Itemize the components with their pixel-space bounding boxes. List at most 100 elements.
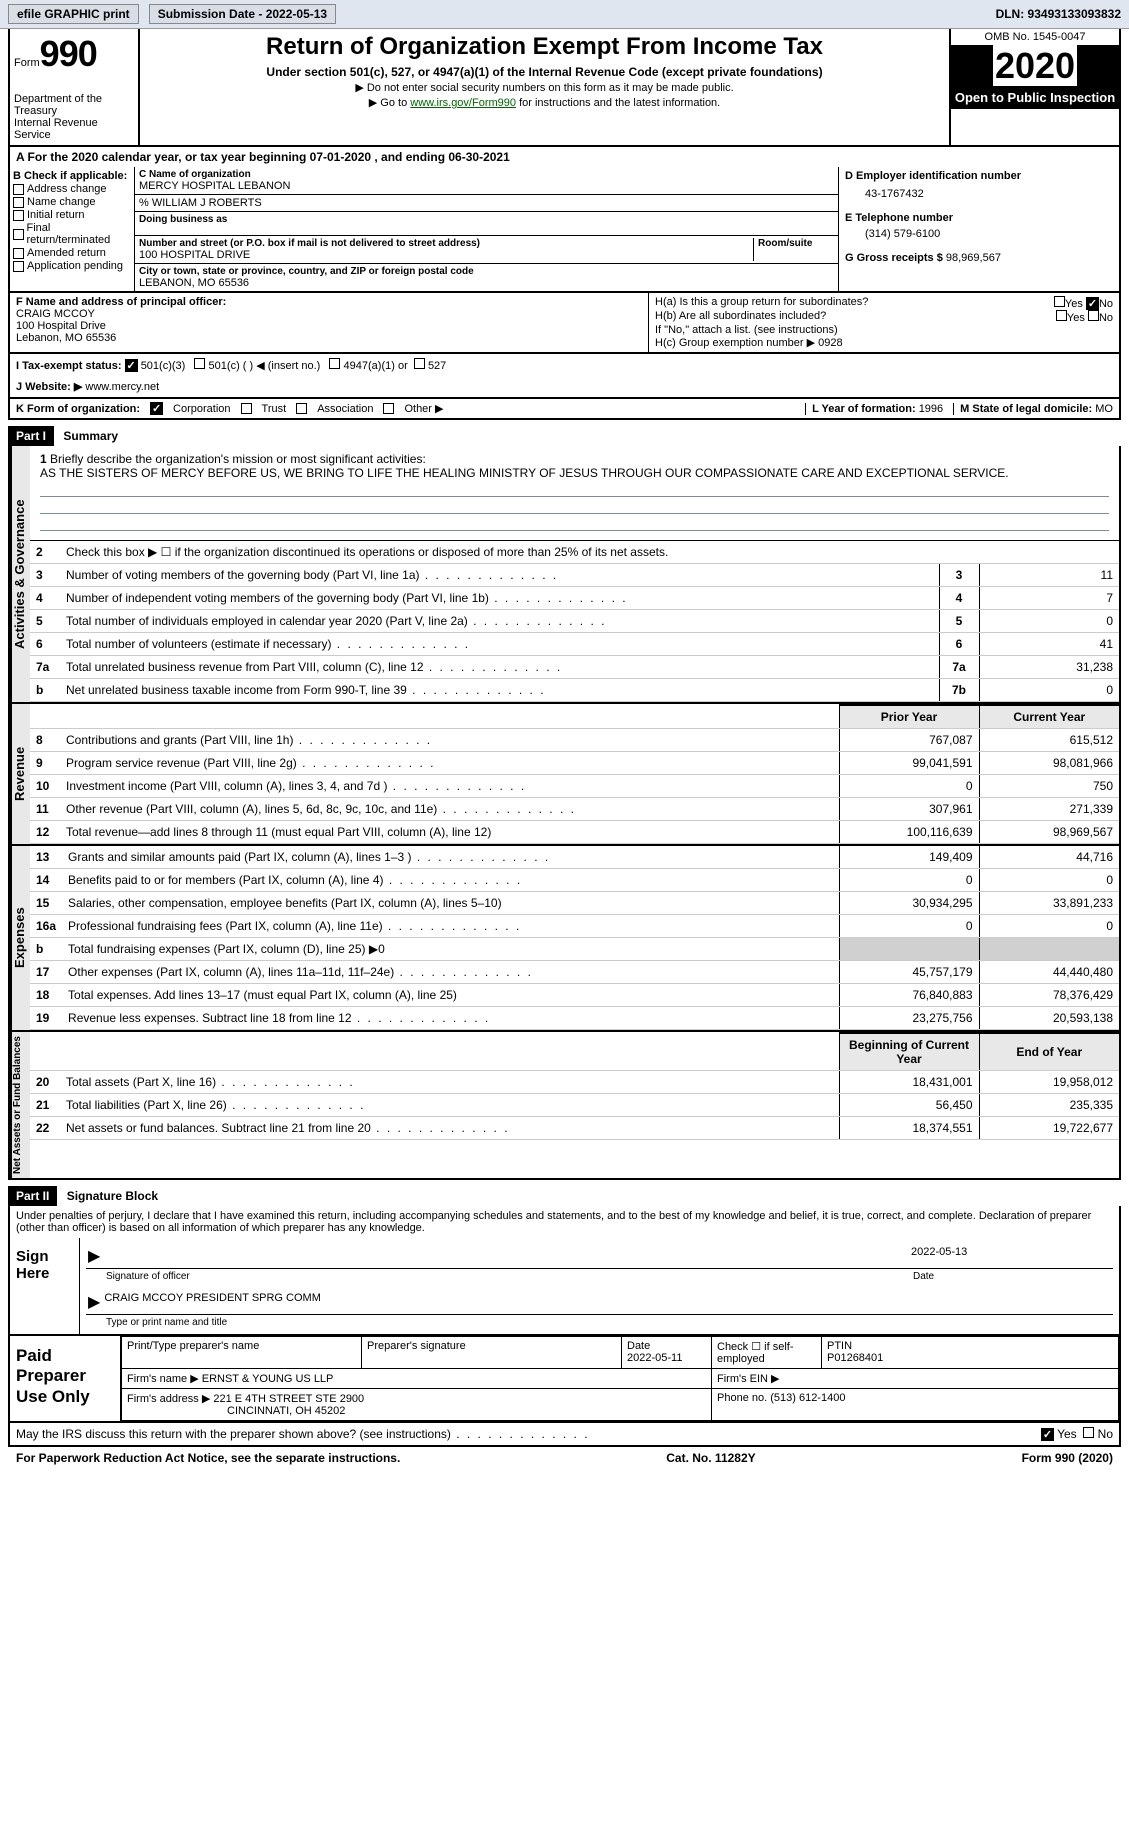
chk-final-return[interactable]: Final return/terminated — [13, 222, 131, 246]
rev-table: Prior YearCurrent Year 8Contributions an… — [30, 704, 1119, 844]
chk-trust[interactable] — [241, 403, 252, 414]
street-address: 100 HOSPITAL DRIVE — [139, 249, 749, 261]
form-body: Form990 Department of the Treasury Inter… — [0, 29, 1129, 1477]
chk-app-pending[interactable]: Application pending — [13, 260, 131, 272]
submission-date-button[interactable]: Submission Date - 2022-05-13 — [149, 4, 336, 24]
efile-print-button[interactable]: efile GRAPHIC print — [8, 4, 139, 24]
open-inspection: Open to Public Inspection — [951, 86, 1119, 109]
ha-yes-chk[interactable] — [1054, 296, 1065, 307]
other-label: Other ▶ — [404, 402, 443, 415]
table-row: 19Revenue less expenses. Subtract line 1… — [30, 1007, 1119, 1030]
dln-label: DLN: 93493133093832 — [996, 7, 1121, 21]
assoc-label: Association — [317, 403, 373, 415]
ha-label: H(a) Is this a group return for subordin… — [655, 296, 868, 310]
form-org-label: K Form of organization: — [16, 403, 140, 415]
penalty-text: Under penalties of perjury, I declare th… — [10, 1206, 1119, 1238]
chk-address-change[interactable]: Address change — [13, 183, 131, 195]
chk-amended[interactable]: Amended return — [13, 247, 131, 259]
hb-yes-chk[interactable] — [1056, 310, 1067, 321]
section-c: C Name of organization MERCY HOSPITAL LE… — [135, 167, 839, 291]
ein-label: D Employer identification number — [845, 170, 1113, 182]
section-bcd: B Check if applicable: Address change Na… — [8, 167, 1121, 293]
firm-addr1: 221 E 4TH STREET STE 2900 — [213, 1393, 364, 1405]
dba-label: Doing business as — [139, 214, 834, 225]
chk-initial-return[interactable]: Initial return — [13, 209, 131, 221]
chk-corp[interactable]: ✓ — [150, 402, 163, 415]
part-ii-title: Signature Block — [61, 1186, 164, 1206]
sig-officer-label: Signature of officer — [86, 1271, 913, 1282]
gross-value: 98,969,567 — [946, 252, 1001, 264]
chk-label: Amended return — [27, 247, 106, 259]
no-label: No — [1099, 312, 1113, 324]
section-i: I Tax-exempt status: ✓ 501(c)(3) 501(c) … — [8, 354, 1121, 376]
ha-no-chk[interactable]: ✓ — [1086, 297, 1099, 310]
firm-name: ERNST & YOUNG US LLP — [202, 1373, 334, 1385]
hb-no-chk[interactable] — [1088, 310, 1099, 321]
prep-check-label: Check ☐ if self-employed — [712, 1337, 822, 1369]
part-i-title: Summary — [57, 426, 124, 446]
chk-label: Application pending — [27, 260, 123, 272]
discuss-yes-chk[interactable]: ✓ — [1041, 1428, 1054, 1441]
chk-501c[interactable] — [194, 358, 205, 369]
net-section: Net Assets or Fund Balances Beginning of… — [10, 1030, 1119, 1178]
section-f: F Name and address of principal officer:… — [10, 293, 649, 352]
firm-ein-label: Firm's EIN ▶ — [712, 1369, 1119, 1389]
table-row: 13Grants and similar amounts paid (Part … — [30, 846, 1119, 869]
city-state-zip: LEBANON, MO 65536 — [139, 277, 834, 289]
firm-phone: (513) 612-1400 — [770, 1392, 845, 1404]
no-label: No — [1098, 1427, 1113, 1441]
discuss-line: May the IRS discuss this return with the… — [8, 1423, 1121, 1447]
firm-phone-label: Phone no. — [717, 1392, 767, 1404]
vert-net-assets: Net Assets or Fund Balances — [10, 1032, 30, 1178]
org-name-label: C Name of organization — [139, 169, 834, 180]
website-label: J Website: ▶ — [16, 381, 82, 393]
table-row: 11Other revenue (Part VIII, column (A), … — [30, 798, 1119, 821]
date-label: Date — [913, 1271, 1113, 1282]
officer-printed-name: CRAIG MCCOY PRESIDENT SPRG COMM — [104, 1292, 321, 1312]
ptin-label: PTIN — [827, 1340, 852, 1352]
vert-revenue: Revenue — [10, 704, 30, 844]
blank-line — [40, 517, 1109, 531]
prep-date: 2022-05-11 — [627, 1352, 682, 1364]
yes-label: Yes — [1065, 298, 1083, 310]
chk-label: Final return/terminated — [27, 222, 132, 246]
table-row: 6Total number of volunteers (estimate if… — [30, 633, 1119, 656]
discuss-no-chk[interactable] — [1083, 1427, 1094, 1438]
section-b: B Check if applicable: Address change Na… — [10, 167, 135, 291]
part-i-header-row: Part I Summary — [8, 420, 1121, 446]
hc-value: 0928 — [818, 337, 842, 349]
chk-501c3[interactable]: ✓ — [125, 359, 138, 372]
chk-4947[interactable] — [329, 358, 340, 369]
sig-date: 2022-05-13 — [911, 1246, 1111, 1266]
table-row: 2Check this box ▶ ☐ if the organization … — [30, 541, 1119, 564]
hb-label: H(b) Are all subordinates included? — [655, 310, 826, 324]
table-row: bTotal fundraising expenses (Part IX, co… — [30, 938, 1119, 961]
officer-addr2: Lebanon, MO 65536 — [16, 332, 642, 344]
dept-label: Department of the Treasury — [14, 93, 134, 117]
header-middle: Return of Organization Exempt From Incom… — [140, 29, 949, 145]
table-header: Prior YearCurrent Year — [30, 705, 1119, 729]
exp-table: 13Grants and similar amounts paid (Part … — [30, 846, 1119, 1030]
irs-link[interactable]: www.irs.gov/Form990 — [410, 97, 516, 109]
gov-section: Activities & Governance 1 Briefly descri… — [10, 446, 1119, 702]
table-row: 8Contributions and grants (Part VIII, li… — [30, 729, 1119, 752]
table-row: 16aProfessional fundraising fees (Part I… — [30, 915, 1119, 938]
table-row: 18Total expenses. Add lines 13–17 (must … — [30, 984, 1119, 1007]
ptin-value: P01268401 — [827, 1352, 883, 1364]
care-of: % WILLIAM J ROBERTS — [135, 195, 838, 212]
officer-name-line: ▶ CRAIG MCCOY PRESIDENT SPRG COMM — [86, 1290, 1113, 1315]
footer-left: For Paperwork Reduction Act Notice, see … — [16, 1451, 400, 1465]
firm-name-label: Firm's name ▶ — [127, 1373, 199, 1385]
chk-other[interactable] — [383, 403, 394, 414]
chk-name-change[interactable]: Name change — [13, 196, 131, 208]
tax-year-box: 2020 — [951, 46, 1119, 86]
officer-addr1: 100 Hospital Drive — [16, 320, 642, 332]
chk-assoc[interactable] — [296, 403, 307, 414]
officer-name: CRAIG MCCOY — [16, 308, 642, 320]
chk-527[interactable] — [414, 358, 425, 369]
table-row: 10Investment income (Part VIII, column (… — [30, 775, 1119, 798]
arrow-icon: ▶ — [88, 1292, 100, 1312]
tax-period-line: A For the 2020 calendar year, or tax yea… — [8, 147, 1121, 167]
top-bar: efile GRAPHIC print Submission Date - 20… — [0, 0, 1129, 29]
state-label: M State of legal domicile: — [960, 403, 1092, 415]
